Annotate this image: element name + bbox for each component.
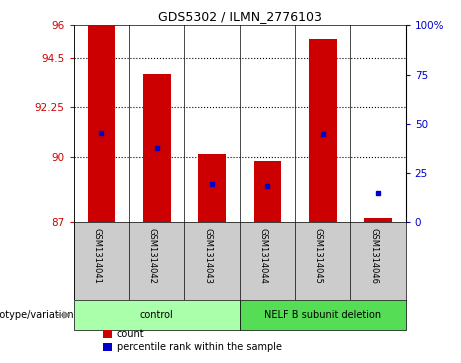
- Bar: [88, 25, 115, 222]
- Bar: [364, 218, 392, 222]
- Text: GSM1314045: GSM1314045: [313, 228, 323, 284]
- FancyBboxPatch shape: [102, 330, 112, 338]
- FancyBboxPatch shape: [240, 299, 406, 330]
- Text: count: count: [117, 329, 145, 339]
- Bar: [143, 74, 171, 222]
- Text: GSM1314043: GSM1314043: [203, 228, 212, 284]
- Title: GDS5302 / ILMN_2776103: GDS5302 / ILMN_2776103: [158, 10, 322, 23]
- Bar: [198, 154, 226, 222]
- Text: NELF B subunit deletion: NELF B subunit deletion: [264, 310, 381, 320]
- Text: control: control: [140, 310, 174, 320]
- FancyBboxPatch shape: [74, 299, 240, 330]
- Bar: [254, 161, 281, 222]
- Text: GSM1314042: GSM1314042: [148, 228, 157, 284]
- Text: GSM1314044: GSM1314044: [258, 228, 267, 284]
- Text: GSM1314046: GSM1314046: [369, 228, 378, 284]
- Text: GSM1314041: GSM1314041: [92, 228, 101, 284]
- Bar: [309, 38, 337, 222]
- Text: genotype/variation: genotype/variation: [0, 310, 74, 320]
- FancyBboxPatch shape: [102, 343, 112, 351]
- Text: percentile rank within the sample: percentile rank within the sample: [117, 342, 282, 352]
